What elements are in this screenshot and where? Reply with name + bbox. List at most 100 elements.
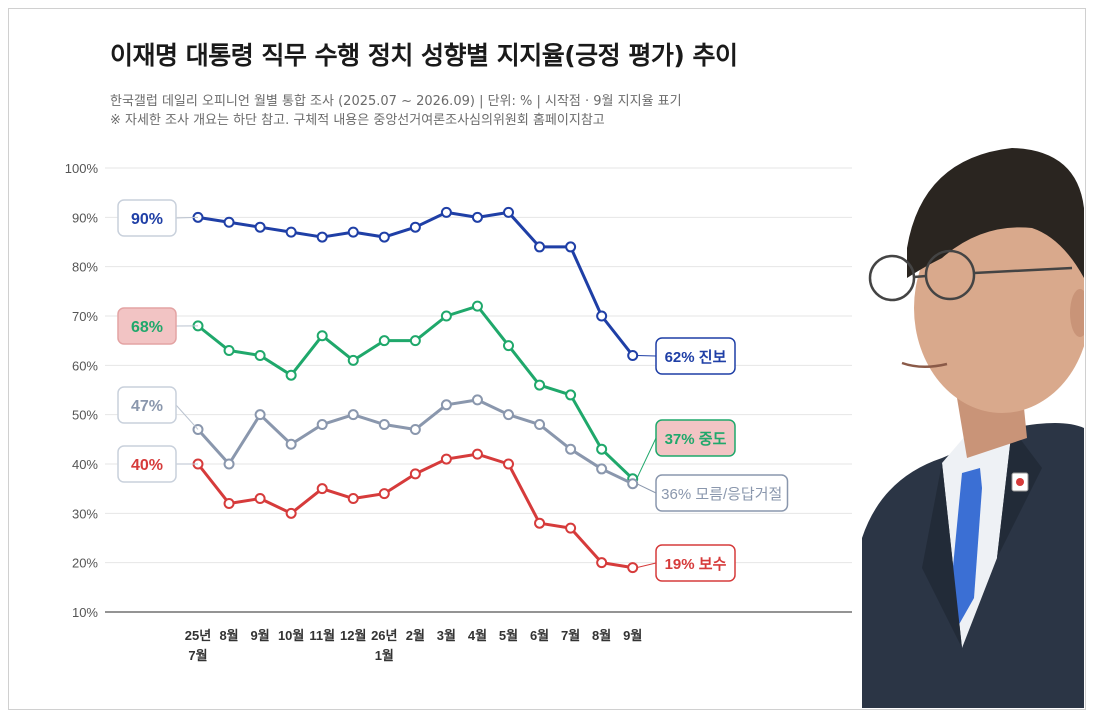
x-tick-label: 6월: [530, 628, 549, 643]
data-point: [534, 379, 546, 391]
x-tick-label: 7월: [561, 628, 580, 643]
end-label: 62% 진보: [665, 349, 727, 366]
data-point: [503, 409, 514, 421]
x-tick-label: 1월: [375, 648, 394, 663]
data-point: [285, 438, 297, 450]
data-point: [254, 493, 266, 505]
y-tick-label: 100%: [65, 161, 99, 176]
data-point: [347, 493, 359, 505]
x-tick-label: 26년: [371, 628, 397, 643]
data-point: [565, 241, 577, 253]
data-point: [596, 557, 608, 569]
label-leader: [636, 437, 657, 480]
data-point: [503, 458, 514, 470]
data-point: [503, 340, 514, 352]
y-tick-label: 20%: [72, 556, 98, 571]
end-label-box: [655, 419, 736, 457]
start-label: 90%: [131, 211, 163, 228]
data-point: [596, 463, 608, 475]
end-label-box: [655, 337, 736, 375]
y-tick-label: 80%: [72, 260, 98, 275]
data-point: [565, 522, 577, 534]
data-point: [409, 423, 421, 435]
chart-note: ※ 자세한 조사 개요는 하단 참고. 구체적 내용은 중앙선거여론조사심의위원…: [110, 113, 605, 128]
start-label-box: [117, 445, 177, 483]
data-point: [471, 211, 483, 223]
data-point: [596, 443, 608, 455]
x-tick-label: 4월: [468, 628, 487, 643]
end-label: 19% 보수: [665, 556, 727, 573]
data-point: [378, 335, 390, 347]
label-leader: [636, 483, 657, 494]
y-tick-label: 30%: [72, 506, 98, 521]
data-point: [471, 300, 483, 312]
data-point: [285, 507, 297, 519]
label-leader: [636, 354, 657, 357]
data-point: [378, 231, 390, 243]
data-point: [440, 453, 452, 465]
x-tick-label: 9월: [250, 628, 269, 643]
data-point: [347, 226, 359, 238]
data-point: [471, 394, 483, 406]
data-point: [316, 330, 328, 342]
x-tick-label: 2월: [406, 628, 425, 643]
x-tick-label: 8월: [219, 628, 238, 643]
data-point: [627, 562, 639, 574]
data-point: [316, 231, 328, 243]
data-point: [285, 226, 297, 238]
data-point: [409, 468, 421, 480]
data-point: [254, 409, 266, 421]
end-label-box: [655, 544, 736, 582]
end-label: 37% 중도: [665, 431, 727, 448]
data-point: [409, 221, 421, 233]
start-label: 47%: [131, 398, 163, 415]
x-tick-label: 8월: [592, 628, 611, 643]
y-tick-label: 50%: [72, 408, 98, 423]
x-tick-label: 9월: [623, 628, 642, 643]
y-tick-label: 70%: [72, 309, 98, 324]
label-leader: [175, 216, 199, 219]
end-label-box: [655, 474, 789, 512]
data-point: [223, 497, 235, 509]
chart-title: 이재명 대통령 직무 수행 정치 성향별 지지율(긍정 평가) 추이: [110, 41, 738, 70]
data-point: [316, 483, 328, 495]
y-tick-label: 40%: [72, 457, 98, 472]
data-point: [378, 488, 390, 500]
data-point: [409, 335, 421, 347]
start-label-box: [117, 307, 177, 345]
start-label: 68%: [131, 319, 163, 336]
data-point: [471, 448, 483, 460]
data-point: [503, 206, 514, 218]
data-point: [254, 221, 266, 233]
data-point: [596, 310, 608, 322]
data-point: [440, 310, 452, 322]
data-point: [440, 206, 452, 218]
data-point: [534, 517, 546, 529]
data-point: [285, 369, 297, 381]
label-leader: [636, 562, 657, 569]
start-label-box: [117, 386, 177, 424]
x-tick-label: 12월: [340, 628, 366, 643]
data-point: [627, 349, 639, 361]
data-point: [254, 349, 266, 361]
data-point: [316, 419, 328, 431]
y-tick-label: 90%: [72, 210, 98, 225]
data-point: [223, 216, 235, 228]
data-point: [223, 345, 235, 357]
data-point: [534, 241, 546, 253]
series-line: [197, 210, 634, 357]
x-tick-label: 3월: [437, 628, 456, 643]
data-point: [378, 419, 390, 431]
data-point: [347, 354, 359, 366]
data-point: [627, 478, 639, 490]
label-leader: [175, 404, 199, 430]
start-label: 40%: [131, 457, 163, 474]
x-tick-label: 25년: [185, 628, 211, 643]
end-label: 36% 모름/응답거절: [661, 486, 782, 503]
chart-subtitle: 한국갤럽 데일리 오피니언 월별 통합 조사 (2025.07 ~ 2026.0…: [110, 94, 682, 109]
start-label-box: [117, 199, 177, 237]
data-point: [565, 443, 577, 455]
data-point: [534, 419, 546, 431]
portrait-photo: [862, 128, 1084, 708]
